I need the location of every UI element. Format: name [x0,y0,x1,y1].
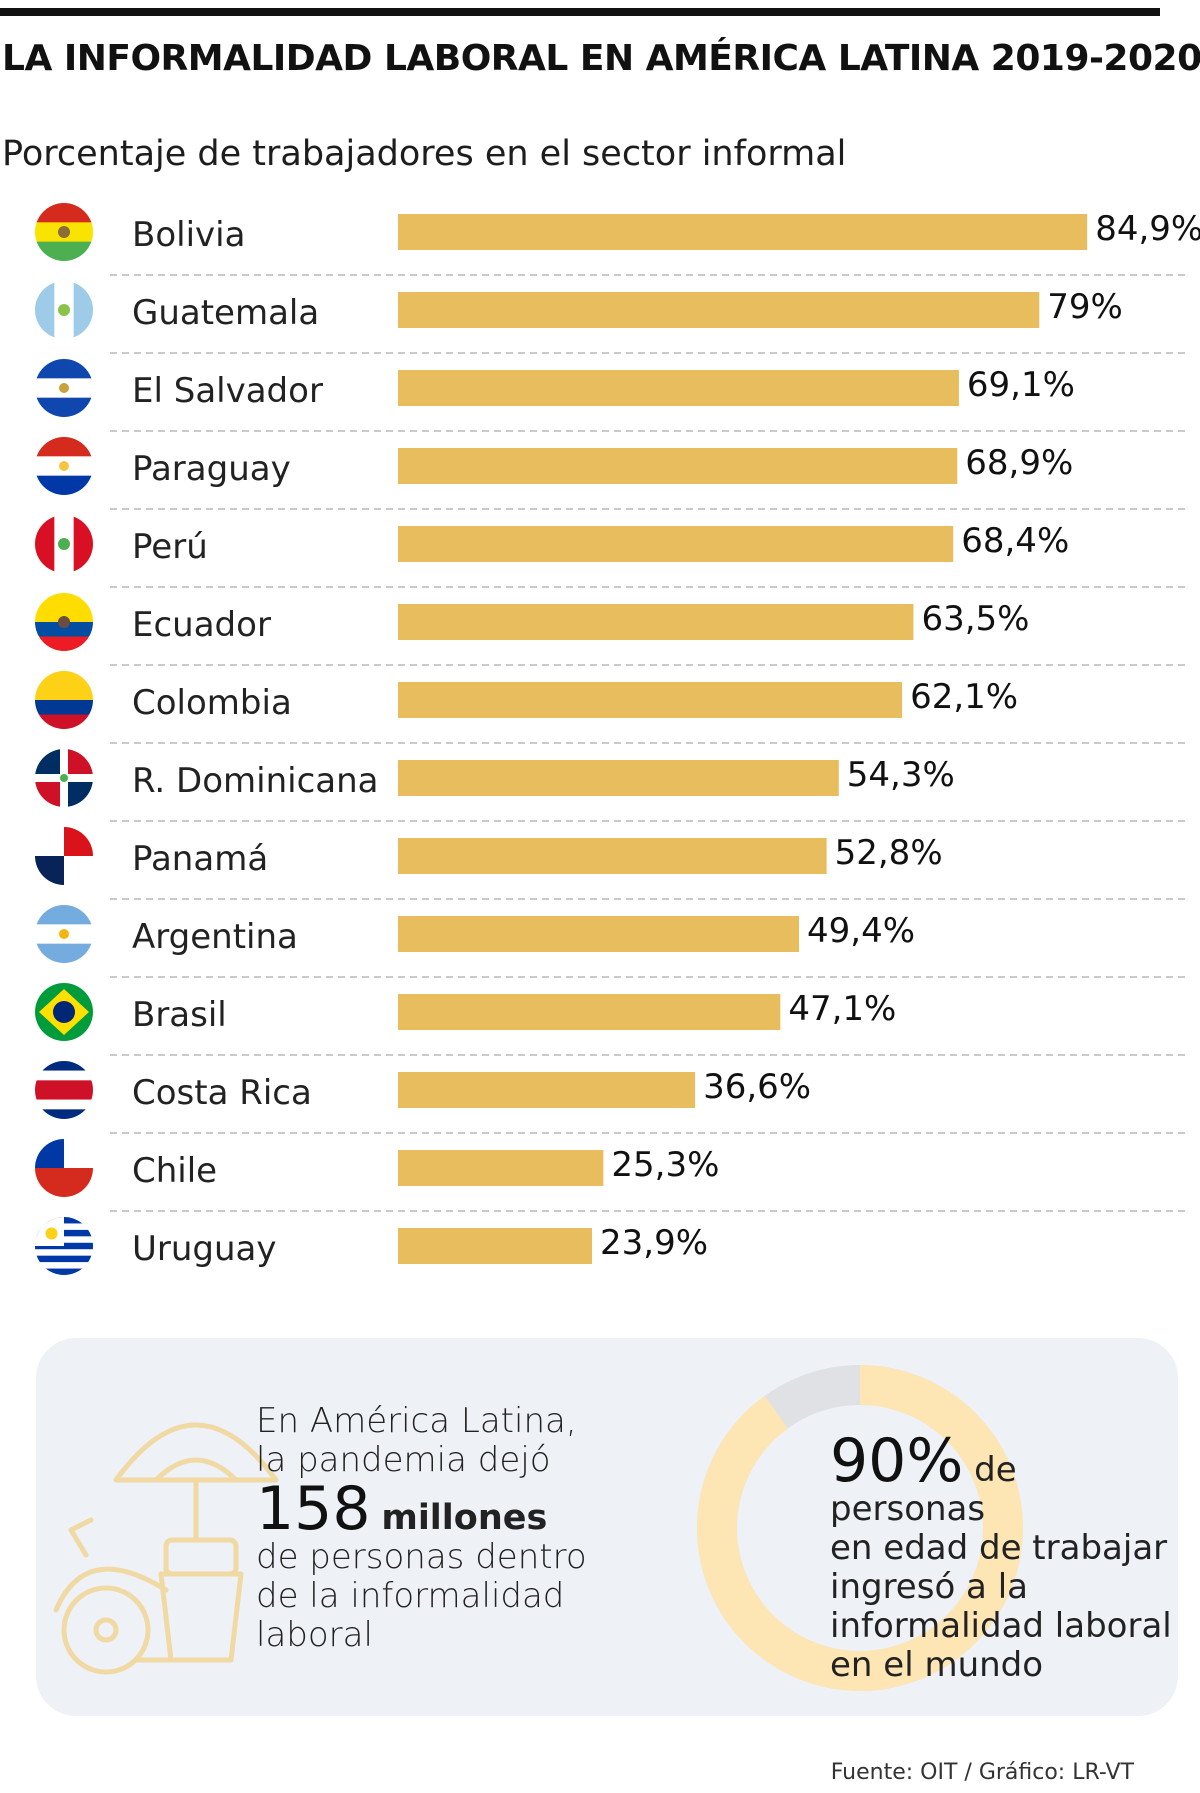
bar [398,1150,604,1186]
donut-fill [697,1365,1023,1691]
donut-chart-icon [697,1365,1023,1691]
guatemala-flag [35,281,93,339]
chart-row: El Salvador 69,1% [35,359,1186,432]
dominican-republic-flag [35,749,93,807]
category-label: Uruguay [132,1229,277,1269]
panama-flag [35,827,93,885]
chart-row: Panamá 52,8% [35,827,1186,900]
chart-row: Colombia 62,1% [35,671,1186,744]
value-label: 79% [1047,287,1123,327]
costa-rica-flag [35,1061,93,1119]
stat1-line2: la pandemia dejó [256,1440,551,1480]
value-label: 84,9% [1095,209,1200,249]
el-salvador-flag [35,359,93,417]
colombia-flag [35,671,93,729]
category-label: R. Dominicana [132,761,378,801]
stat1-number: 158 [256,1474,371,1544]
category-label: Panamá [132,839,268,879]
argentina-flag [35,905,93,963]
value-label: 52,8% [835,833,943,873]
chart-subtitle: Porcentaje de trabajadores en el sector … [2,134,847,174]
bar [398,370,959,406]
category-label: Paraguay [132,449,291,489]
bar [398,838,827,874]
top-rule [0,8,1160,16]
chart-row: Uruguay 23,9% [35,1217,708,1275]
bar [398,292,1040,328]
bar [398,448,958,484]
category-label: Bolivia [132,215,245,255]
category-label: El Salvador [132,371,323,411]
stat2-text1: de personas [830,1450,1017,1529]
ecuador-flag [35,593,93,651]
value-label: 49,4% [807,911,915,951]
value-label: 62,1% [910,677,1018,717]
info-panel: En América Latina, la pandemia dejó 158 … [36,1338,1178,1716]
stat2-percent: 90% [830,1426,964,1496]
bar [398,760,839,796]
chart-row: R. Dominicana 54,3% [35,749,1186,822]
stat1-line3: de personas dentro [256,1537,587,1577]
stat1-line1: En América Latina, [256,1401,577,1441]
value-label: 23,9% [600,1223,708,1263]
value-label: 54,3% [847,755,955,795]
bar [398,604,914,640]
latam-stat: En América Latina, la pandemia dejó 158 … [256,1402,587,1655]
chart-row: Argentina 49,4% [35,905,1186,978]
paraguay-flag [35,437,93,495]
chart-row: Brasil 47,1% [35,983,1186,1056]
chart-row: Costa Rica 36,6% [35,1061,1186,1134]
category-label: Guatemala [132,293,319,333]
value-label: 68,9% [965,443,1073,483]
bar [398,1228,593,1264]
category-label: Ecuador [132,605,271,645]
chart-row: Perú 68,4% [35,515,1186,588]
stat2-line2: en edad de trabajar [830,1528,1168,1568]
category-label: Chile [132,1151,217,1191]
bar [398,682,903,718]
value-label: 63,5% [921,599,1029,639]
stat2-line5: en el mundo [830,1645,1044,1685]
category-label: Argentina [132,917,298,957]
world-stat: 90% de personas en edad de trabajar ingr… [830,1431,1178,1685]
category-label: Costa Rica [132,1073,312,1113]
bar-chart: Bolivia 84,9% Guatemala 79% El Salvador 69,1%… [35,203,1200,1275]
chart-row: Ecuador 63,5% [35,593,1186,666]
uruguay-flag [35,1217,93,1275]
bar [398,916,800,952]
value-label: 68,4% [961,521,1069,561]
bar [398,1072,696,1108]
stat1-unit: millones [381,1498,548,1538]
chart-row: Paraguay 68,9% [35,437,1186,510]
brazil-flag [35,983,93,1041]
value-label: 25,3% [611,1145,719,1185]
value-label: 47,1% [788,989,896,1029]
bar [398,214,1088,250]
value-label: 69,1% [967,365,1075,405]
stat1-line4: de la informalidad [256,1576,565,1616]
stat1-line5: laboral [256,1615,373,1655]
category-label: Colombia [132,683,292,723]
chile-flag [35,1139,93,1197]
food-cart-icon [53,1422,279,1675]
chart-row: Bolivia 84,9% [35,203,1200,276]
bolivia-flag [35,203,93,261]
source-note: Fuente: OIT / Gráfico: LR-VT [830,1760,1134,1785]
peru-flag [35,515,93,573]
stat2-line3: ingresó a la [830,1567,1028,1607]
bar [398,526,954,562]
stat2-line4: informalidad laboral [830,1606,1172,1646]
value-label: 36,6% [703,1067,811,1107]
chart-row: Chile 25,3% [35,1139,1186,1212]
page-title: LA INFORMALIDAD LABORAL EN AMÉRICA LATIN… [2,38,1200,79]
chart-row: Guatemala 79% [35,281,1186,354]
bar [398,994,781,1030]
category-label: Brasil [132,995,227,1035]
category-label: Perú [132,527,208,567]
